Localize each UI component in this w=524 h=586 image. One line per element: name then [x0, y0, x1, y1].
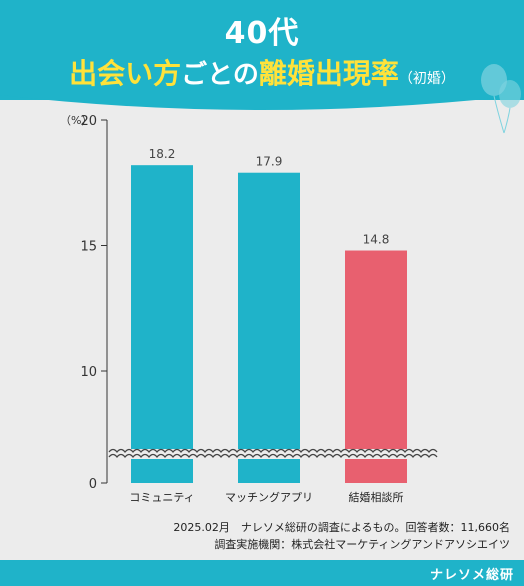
y-tick-label: 0 [89, 477, 97, 492]
bar-3 [345, 250, 407, 483]
brand-logo-text: ナレソメ総研 [429, 568, 514, 583]
y-tick-label: 10 [80, 365, 97, 380]
bar-chart: （%） 0 10 15 20 18.2 コミュニティ 17.9 マッチングアプリ 14.8 結婚相談… [60, 114, 438, 504]
survey-organization: 調査実施機関：株式会社マーケティングアンドアソシエイツ [214, 538, 510, 551]
title-line-1: 40代 [224, 16, 300, 51]
footer-bar: ナレソメ総研 [0, 560, 524, 586]
y-tick-label: 15 [80, 240, 97, 255]
x-category-label: 結婚相談所 [349, 490, 404, 504]
axis-break-wave-top [108, 448, 438, 454]
bar-value-label: 17.9 [256, 155, 283, 169]
title-particle: ごとの [181, 60, 259, 90]
header-banner: 40代 出会い方ごとの離婚出現率（初婚） [0, 0, 524, 134]
title-line-2: 出会い方ごとの離婚出現率（初婚） [0, 52, 524, 92]
bar-value-label: 18.2 [149, 147, 176, 161]
survey-note: 2025.02月 ナレソメ総研の調査によるもの。回答者数：11,660名 [173, 521, 510, 534]
x-category-label: マッチングアプリ [225, 490, 313, 504]
title-first-marriage: （初婚） [398, 71, 455, 87]
header-curve [0, 0, 524, 110]
balloon-decoration [481, 64, 521, 134]
title-meeting-method: 出会い方 [69, 57, 182, 90]
x-category-label: コミュニティ [129, 491, 194, 504]
y-axis-unit: （%） [60, 114, 92, 127]
bar-2 [238, 172, 300, 483]
axis-break-gap [108, 449, 433, 459]
bar-1 [131, 165, 193, 483]
bar-value-label: 14.8 [363, 233, 390, 247]
y-tick-label: 20 [80, 114, 97, 129]
title-divorce-rate: 離婚出現率 [258, 57, 399, 90]
axis-break-wave-bottom [108, 453, 438, 459]
